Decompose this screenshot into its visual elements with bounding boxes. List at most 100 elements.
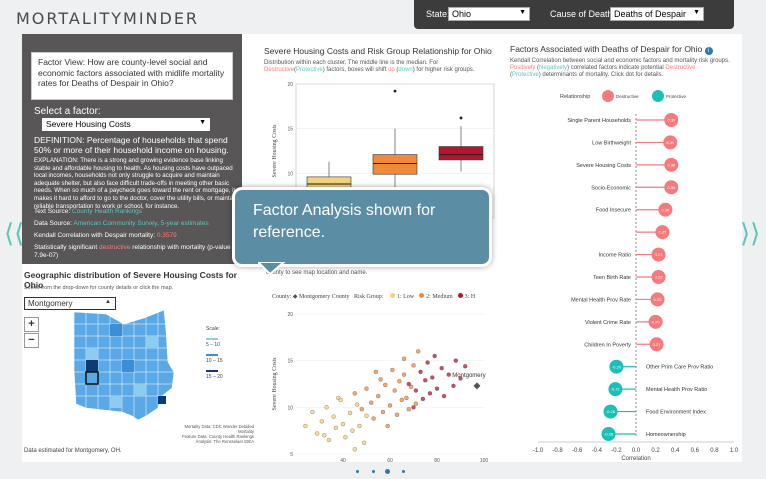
factor-dot[interactable] xyxy=(651,270,666,284)
factor-row[interactable]: 0.27 xyxy=(636,225,670,240)
scatter-point[interactable] xyxy=(416,349,421,354)
scatter-point[interactable] xyxy=(458,376,463,381)
scatter-point[interactable] xyxy=(310,409,315,415)
scatter-point[interactable] xyxy=(390,367,395,373)
factor-dot[interactable] xyxy=(603,404,618,419)
scatter-point[interactable] xyxy=(441,393,447,399)
county-cell[interactable] xyxy=(86,348,98,360)
factor-row[interactable]: 0.35 Low Birthweight xyxy=(592,135,678,150)
scatter-point[interactable] xyxy=(385,423,390,429)
page-dot[interactable] xyxy=(402,470,405,473)
scatter-point[interactable] xyxy=(401,356,407,361)
factor-dot[interactable] xyxy=(663,135,678,150)
factor-row[interactable]: -0.21 Mental Health Prov Ratio xyxy=(608,382,707,397)
scatter-point[interactable] xyxy=(352,391,357,396)
scatter-point[interactable] xyxy=(430,375,435,380)
page-dot[interactable] xyxy=(372,470,375,473)
scatter-point[interactable] xyxy=(406,407,411,412)
info-icon[interactable]: i xyxy=(704,47,713,55)
scatter-point[interactable] xyxy=(411,405,416,410)
zoom-in-button[interactable]: + xyxy=(24,317,39,332)
county-cell[interactable] xyxy=(158,396,166,404)
scatter-point[interactable] xyxy=(394,412,400,417)
next-page-arrow[interactable]: ⟩⟩ xyxy=(740,218,761,248)
scatter-point[interactable] xyxy=(427,391,433,396)
scatter-point[interactable] xyxy=(439,365,444,371)
county-cell[interactable] xyxy=(110,324,122,336)
scatter-point[interactable] xyxy=(406,381,411,387)
scatter-point[interactable] xyxy=(324,405,329,410)
zoom-out-button[interactable]: − xyxy=(24,333,39,348)
scatter-point[interactable] xyxy=(383,382,388,388)
factor-dot[interactable] xyxy=(655,225,670,240)
scatter-point[interactable] xyxy=(338,397,343,403)
factor-dot[interactable] xyxy=(608,382,623,397)
box[interactable] xyxy=(372,154,418,175)
county-cell[interactable] xyxy=(86,360,98,372)
factor-dot[interactable] xyxy=(658,202,673,217)
scatter-point[interactable] xyxy=(387,403,393,408)
scatter-point[interactable] xyxy=(404,395,409,401)
scatter-point[interactable] xyxy=(418,369,423,375)
scatter-point[interactable] xyxy=(340,421,346,427)
factor-select[interactable]: Severe Housing Costs ▼ xyxy=(42,118,210,131)
factor-dot[interactable] xyxy=(664,157,679,172)
scatter-point[interactable] xyxy=(354,402,360,407)
scatter-point[interactable] xyxy=(364,413,369,418)
scatter-point[interactable] xyxy=(446,372,451,377)
scatter-point[interactable] xyxy=(413,388,419,393)
scatter-point[interactable] xyxy=(453,358,458,363)
factor-dot[interactable] xyxy=(609,359,624,374)
scatter-point[interactable] xyxy=(408,384,414,389)
scatter-point[interactable] xyxy=(399,397,404,403)
scatter-point[interactable] xyxy=(451,383,456,389)
factor-row[interactable]: -0.28 Homeownership xyxy=(601,427,686,441)
county-cell[interactable] xyxy=(122,360,134,372)
scatter-point[interactable] xyxy=(392,388,397,393)
factor-dot[interactable] xyxy=(648,314,663,329)
factor-row[interactable]: 0.23 Teen Birth Rate xyxy=(593,270,666,284)
text-source-link[interactable]: County Health Rankings xyxy=(71,208,143,215)
scatter-plot[interactable]: 5101520406080100Midlife Mortality Rate (… xyxy=(262,304,502,462)
factor-dot[interactable] xyxy=(601,427,616,441)
factor-dot[interactable] xyxy=(650,292,665,307)
scatter-point[interactable] xyxy=(350,428,355,433)
ohio-map[interactable] xyxy=(46,300,246,444)
county-cell[interactable] xyxy=(146,336,158,348)
scatter-point[interactable] xyxy=(352,447,357,452)
scatter-point[interactable] xyxy=(343,435,348,440)
county-cell[interactable] xyxy=(134,384,146,396)
county-select[interactable]: Montgomery ▲ xyxy=(24,297,116,310)
scatter-point[interactable] xyxy=(376,393,381,399)
scatter-point[interactable] xyxy=(359,407,364,412)
scatter-point[interactable] xyxy=(423,378,428,383)
county-cell[interactable] xyxy=(110,396,122,408)
scatter-point[interactable] xyxy=(434,386,440,391)
scatter-point[interactable] xyxy=(373,369,379,375)
factor-row[interactable]: 0.36 Single Parent Households xyxy=(567,113,679,127)
scatter-point[interactable] xyxy=(303,423,308,429)
factor-dot[interactable] xyxy=(664,180,679,195)
factor-dot[interactable] xyxy=(651,247,666,262)
scatter-point[interactable] xyxy=(362,440,367,445)
previous-page-arrow[interactable]: ⟨⟨ xyxy=(4,218,25,248)
scatter-point[interactable] xyxy=(315,431,320,436)
factor-row[interactable]: 0.36 Socio-Economic xyxy=(591,180,679,195)
page-dot-active[interactable] xyxy=(385,469,390,474)
scatter-point[interactable] xyxy=(378,377,383,382)
scatter-point[interactable] xyxy=(397,379,402,384)
scatter-point[interactable] xyxy=(364,386,369,391)
cause-select[interactable]: Deaths of Despair ▼ xyxy=(610,7,704,21)
page-dot[interactable] xyxy=(356,470,359,473)
factor-dot[interactable] xyxy=(664,113,679,127)
app-logo[interactable]: MORTALITYMINDER xyxy=(16,9,200,28)
selected-county-outline[interactable] xyxy=(85,371,99,385)
factor-row[interactable]: 0.23 Income Ratio xyxy=(599,247,666,262)
factor-row[interactable]: 0.22 Mental Health Prov Rate xyxy=(571,292,665,307)
scatter-point[interactable] xyxy=(413,401,419,406)
factor-row[interactable]: 0.36 Severe Housing Costs xyxy=(576,157,679,172)
factor-row[interactable]: -0.20 Other Prim Care Prov Ratio xyxy=(609,359,713,374)
scatter-point[interactable] xyxy=(357,423,362,429)
box[interactable] xyxy=(438,146,484,161)
scatter-point[interactable] xyxy=(420,396,426,402)
